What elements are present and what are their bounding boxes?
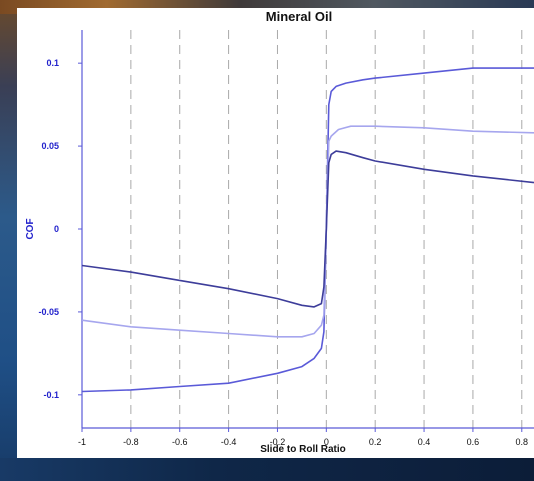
x-tick-label: 0.6 (467, 437, 480, 447)
background-bottom (0, 458, 534, 481)
chart-panel (17, 8, 534, 458)
y-axis-label: COF (25, 218, 36, 239)
x-axis-label: Slide to Roll Ratio (260, 444, 346, 455)
series-line (81, 125, 534, 338)
x-tick-label: -0.4 (221, 437, 237, 447)
grid-lines (81, 30, 523, 428)
x-tick-label: -0.2 (270, 437, 286, 447)
x-tick-label: -0.8 (123, 437, 139, 447)
x-tick-label: 0.2 (369, 437, 382, 447)
x-tick-label: 0 (324, 437, 329, 447)
y-tick-label: 0 (54, 224, 59, 234)
y-tick-label: 0.05 (41, 141, 59, 151)
x-tick-label: 0.8 (516, 437, 529, 447)
series-lines (81, 67, 534, 393)
series-line (81, 150, 534, 308)
chart-svg: Mineral Oil 0.1 0.05 0 -0.05 -0.1 -1 -0.8 -0.6… (25, 9, 534, 455)
y-tick-label: -0.05 (38, 307, 59, 317)
series-line (81, 67, 534, 393)
x-tick-label: -1 (78, 437, 86, 447)
y-ticks: 0.1 0.05 0 -0.05 -0.1 (38, 58, 82, 400)
y-tick-label: -0.1 (43, 390, 59, 400)
background-left (0, 0, 20, 481)
x-tick-label: -0.6 (172, 437, 188, 447)
y-tick-label: 0.1 (46, 58, 59, 68)
x-tick-label: 0.4 (418, 437, 431, 447)
x-ticks: -1 -0.8 -0.6 -0.4 -0.2 0 0.2 0.4 0.6 0.8 (78, 428, 528, 447)
chart-title: Mineral Oil (266, 9, 332, 24)
